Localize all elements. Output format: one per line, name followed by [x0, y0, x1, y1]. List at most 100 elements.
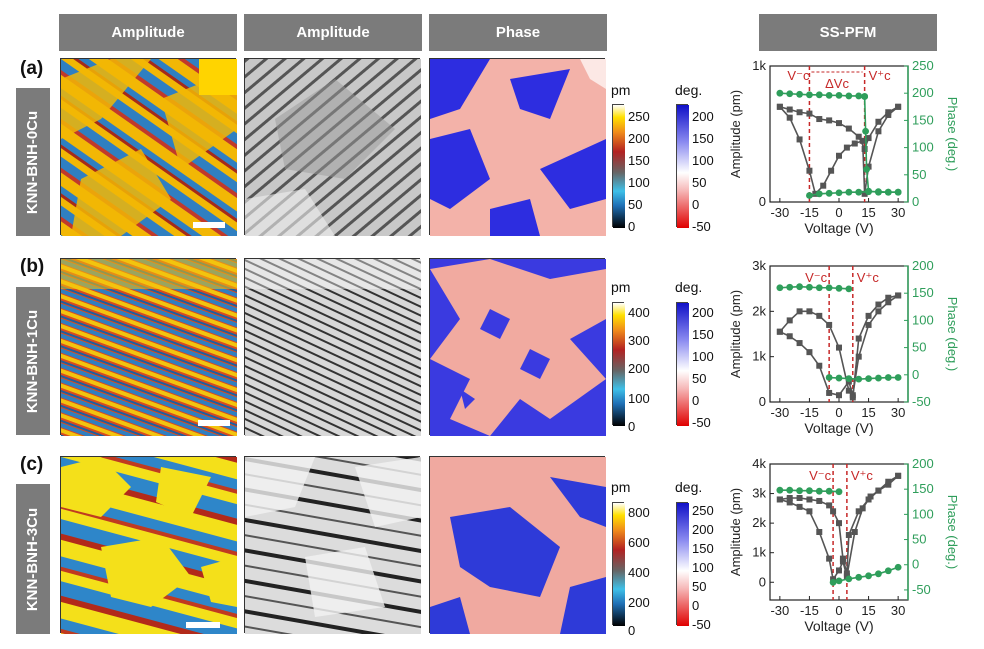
amp-tick: 400: [628, 305, 650, 320]
y-tick-label: 3k: [752, 486, 766, 501]
amplitude-data-point: [895, 472, 902, 479]
y2-tick-label: 50: [912, 532, 926, 547]
phase-unit-a: deg.: [675, 82, 703, 98]
amp-tick: 400: [628, 565, 650, 580]
phase-data-point: [875, 188, 882, 196]
y-tick-label: 1k: [752, 58, 766, 73]
phase-data-point: [796, 90, 803, 98]
sspfm-chart-0cu: -30 -15 0 15 30 0 1k 0 50 100 150 200 250 Voltage (V)…: [728, 58, 960, 236]
amplitude-data-point: [855, 335, 862, 342]
phase-map-3cu: [429, 456, 606, 634]
y2-tick-label: 0: [912, 194, 919, 209]
amplitude-data-point: [843, 144, 850, 151]
phase-data-point: [845, 188, 853, 196]
amplitude-data-point: [865, 496, 872, 503]
amplitude-unit-a: pm: [611, 82, 631, 98]
phase-tick: 150: [692, 541, 714, 556]
header-phase: Phase: [429, 14, 607, 51]
phase-data-point: [835, 91, 843, 99]
amplitude-data-point: [796, 308, 803, 315]
amplitude-data-point: [861, 190, 868, 197]
amplitude-data-point: [776, 496, 783, 503]
amplitude-data-point: [786, 114, 793, 121]
amplitude-data-point: [816, 529, 823, 535]
phase-data-point: [855, 573, 863, 581]
phase-colorbar-a: [676, 104, 689, 228]
x-tick-label: 0: [835, 205, 842, 220]
amplitude-data-point: [796, 136, 803, 143]
x-tick-label: -15: [800, 405, 819, 420]
header-amplitude-gray: Amplitude: [244, 14, 422, 51]
phase-data-point: [884, 188, 892, 196]
amplitude-data-point: [885, 478, 892, 485]
y-axis-label: Amplitude (pm): [728, 488, 743, 576]
amplitude-series-line: [779, 475, 899, 574]
amplitude-data-point: [776, 328, 783, 335]
row-label-1cu: KNN-BNH-1Cu: [16, 287, 50, 435]
phase-data-point: [776, 486, 784, 494]
y2-tick-label: 250: [912, 58, 934, 73]
y2-tick-label: -50: [912, 582, 931, 597]
amplitude-data-point: [851, 529, 858, 535]
phase-tick: 50: [692, 175, 707, 190]
amplitude-data-point: [865, 321, 872, 328]
amplitude-data-point: [786, 333, 793, 340]
panel-tag-b: (b): [20, 256, 45, 277]
phase-data-point: [894, 374, 902, 381]
phase-data-point: [815, 487, 823, 495]
phase-map-0cu: [429, 58, 606, 236]
phase-data-point: [835, 577, 843, 585]
amplitude-gray-map-3cu: [244, 456, 421, 634]
amplitude-data-point: [855, 508, 862, 515]
y2-tick-label: 200: [912, 456, 934, 471]
phase-data-point: [829, 578, 837, 586]
amplitude-data-point: [836, 520, 842, 527]
y2-tick-label: 150: [912, 481, 934, 496]
x-tick-label: -30: [770, 603, 789, 618]
y-tick-label: 0: [759, 194, 766, 209]
amplitude-data-point: [806, 167, 813, 174]
phase-tick: -50: [692, 415, 711, 430]
amplitude-data-point: [865, 312, 872, 319]
amplitude-data-point: [836, 392, 842, 399]
x-axis-label: Voltage (V): [804, 420, 873, 436]
amplitude-data-point: [845, 387, 852, 394]
y2-tick-label: 50: [912, 340, 926, 355]
amplitude-data-point: [806, 110, 813, 117]
x-tick-label: 0: [835, 405, 842, 420]
phase-tick: 200: [692, 305, 714, 320]
amplitude-data-point: [806, 508, 813, 515]
amplitude-data-point: [796, 495, 803, 501]
annotation-vc-plus: V⁺ᴄ: [857, 270, 880, 285]
phase-data-point: [786, 486, 794, 494]
phase-tick: -50: [692, 617, 711, 632]
amplitude-data-point: [828, 167, 835, 174]
x-tick-label: 30: [891, 603, 905, 618]
x-tick-label: 15: [861, 405, 875, 420]
x-tick-label: 15: [861, 603, 875, 618]
phase-data-point: [861, 93, 869, 100]
phase-data-point: [806, 487, 813, 495]
amplitude-data-point: [806, 349, 813, 356]
amp-tick: 800: [628, 505, 650, 520]
x-tick-label: 0: [835, 603, 842, 618]
amplitude-color-map-0cu: [60, 58, 237, 236]
phase-data-point: [815, 284, 823, 292]
phase-data-point: [855, 375, 863, 383]
amplitude-data-point: [843, 570, 850, 577]
phase-data-point: [835, 488, 843, 496]
phase-tick: 0: [692, 598, 700, 613]
amplitude-data-point: [836, 152, 842, 159]
phase-tick: -50: [692, 219, 711, 234]
amplitude-data-point: [845, 531, 852, 538]
amplitude-data-point: [816, 497, 823, 504]
sspfm-chart-3cu: -30 -15 0 15 30 0 1k 2k 3k 4k -50 0 50 100 150 200 Volta…: [728, 456, 960, 634]
amplitude-data-point: [875, 487, 882, 494]
y2-tick-label: 0: [912, 557, 919, 572]
amp-tick: 200: [628, 131, 650, 146]
phase-data-point: [796, 487, 803, 495]
panel-tag-a: (a): [20, 58, 44, 79]
phase-tick: 250: [692, 503, 714, 518]
amplitude-data-point: [826, 117, 833, 124]
phase-tick: 200: [692, 109, 714, 124]
